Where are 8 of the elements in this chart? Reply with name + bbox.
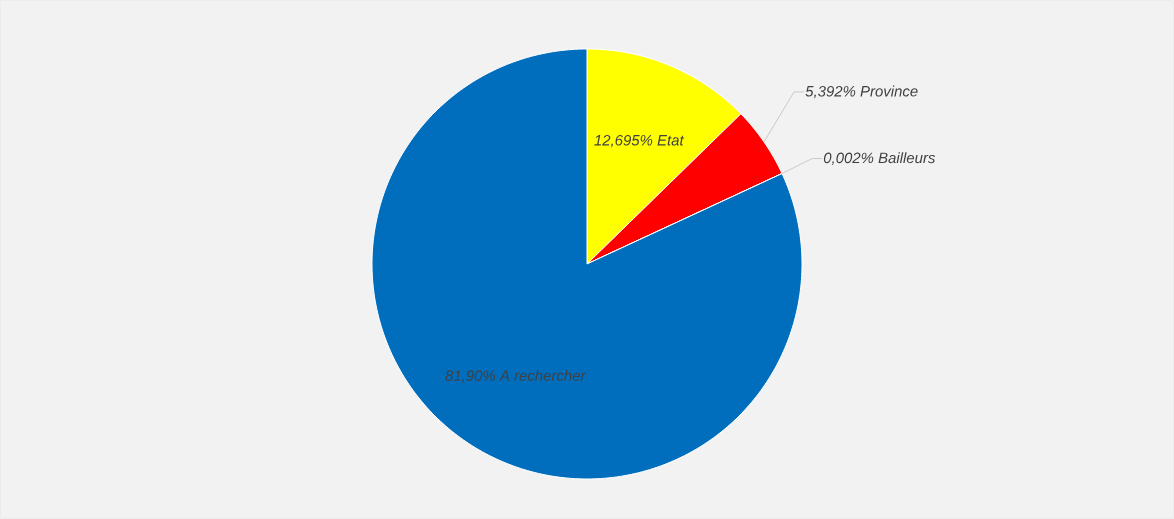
slice-label: Etat xyxy=(657,135,685,146)
slice-label: Bailleurs xyxy=(878,152,936,164)
data-label: 5,392% xyxy=(805,85,856,99)
data-label: 0,002% xyxy=(823,152,874,165)
slice-label: A rechercher xyxy=(499,369,586,381)
data-label: 12,695% xyxy=(594,134,653,148)
data-label: 81,90% xyxy=(445,370,496,383)
slice-label: Province xyxy=(860,85,918,97)
